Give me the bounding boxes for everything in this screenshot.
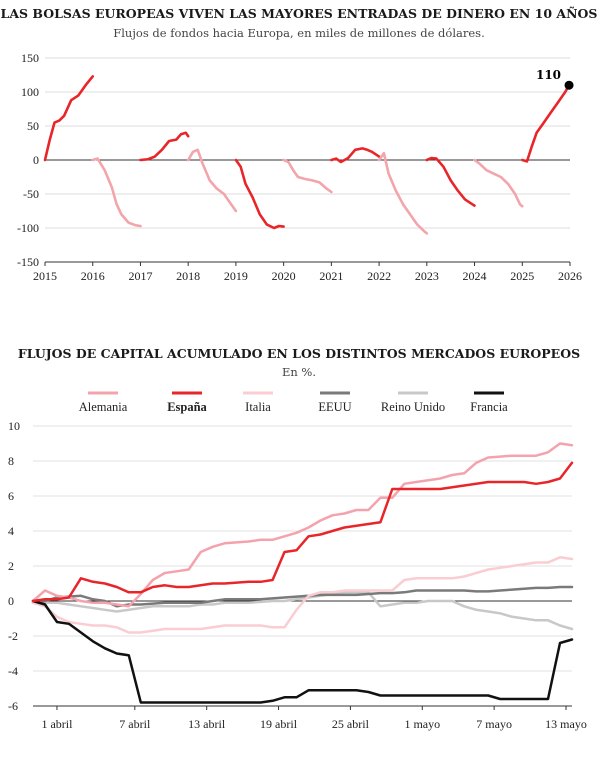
series-line-2021 — [330, 147, 381, 164]
chart1-title: LAS BOLSAS EUROPEAS VIVEN LAS MAYORES EN… — [0, 6, 598, 21]
y-tick-label: 150 — [21, 51, 39, 65]
x-tick-label: 19 abril — [260, 717, 298, 731]
legend-label-francia: Francia — [470, 400, 508, 414]
x-tick-label: 1 mayo — [404, 717, 440, 731]
x-tick-label: 7 abril — [119, 717, 151, 731]
series-line-2018 — [186, 148, 238, 213]
series-line-españa — [31, 461, 574, 603]
x-tick-label: 2018 — [176, 269, 200, 283]
x-tick-label: 2024 — [463, 269, 487, 283]
x-tick-label: 25 abril — [332, 717, 370, 731]
y-tick-label: -50 — [23, 187, 39, 201]
x-tick-label: 13 abril — [188, 717, 226, 731]
series-line-2025 — [521, 83, 571, 163]
chart2-title: FLUJOS DE CAPITAL ACUMULADO EN LOS DISTI… — [17, 346, 581, 361]
x-tick-label: 2025 — [510, 269, 534, 283]
y-tick-label: 4 — [8, 524, 14, 538]
y-tick-label: -6 — [8, 699, 18, 713]
series-line-italia — [31, 556, 574, 634]
y-tick-label: 8 — [8, 454, 14, 468]
x-tick-label: 2023 — [415, 269, 439, 283]
series-line-reino-unido — [31, 591, 574, 631]
latest-value-marker — [564, 80, 574, 90]
series-line-2020 — [282, 158, 333, 194]
series-line-2024 — [473, 158, 524, 208]
x-tick-label: 7 mayo — [476, 717, 512, 731]
series-line-2022 — [377, 151, 429, 235]
x-tick-label: 2020 — [272, 269, 296, 283]
series-line-alemania — [31, 442, 574, 608]
legend-label-alemania: Alemania — [79, 400, 128, 414]
series-line-2019 — [234, 158, 285, 230]
y-tick-label: 2 — [8, 559, 14, 573]
y-tick-label: 50 — [27, 119, 39, 133]
series-line-francia — [31, 599, 574, 704]
series-line-2023 — [425, 156, 476, 207]
x-tick-label: 2016 — [81, 269, 105, 283]
series-line-2016 — [91, 157, 142, 228]
chart2-subtitle: En %. — [281, 365, 317, 379]
y-tick-label: -150 — [17, 255, 39, 269]
capital-flows-chart: Alemania España Italia EEUU Reino Unido Franc… — [8, 391, 587, 731]
legend-label-españa: España — [167, 400, 207, 414]
y-tick-label: 6 — [8, 489, 14, 503]
x-tick-label: 2026 — [558, 269, 582, 283]
y-tick-label: 0 — [33, 153, 39, 167]
x-tick-label: 1 abril — [41, 717, 73, 731]
series-line-2015 — [43, 75, 94, 162]
x-tick-label: 2015 — [33, 269, 57, 283]
x-tick-label: 2021 — [319, 269, 343, 283]
legend-label-eeuu: EEUU — [318, 400, 351, 414]
x-tick-label: 2017 — [128, 269, 152, 283]
x-tick-label: 2019 — [224, 269, 248, 283]
series-line-2017 — [139, 131, 190, 162]
y-tick-label: -4 — [8, 664, 18, 678]
latest-value-label: 110 — [536, 68, 561, 82]
y-tick-label: -2 — [8, 629, 18, 643]
y-tick-label: 10 — [8, 419, 20, 433]
x-tick-label: 13 mayo — [545, 717, 587, 731]
y-tick-label: 100 — [21, 85, 39, 99]
legend-label-reino-unido: Reino Unido — [381, 400, 445, 414]
x-tick-label: 2022 — [367, 269, 391, 283]
chart1-subtitle: Flujos de fondos hacia Europa, en miles … — [113, 26, 485, 40]
y-tick-label: 0 — [8, 594, 14, 608]
legend-label-italia: Italia — [245, 400, 271, 414]
y-tick-label: -100 — [17, 221, 39, 235]
